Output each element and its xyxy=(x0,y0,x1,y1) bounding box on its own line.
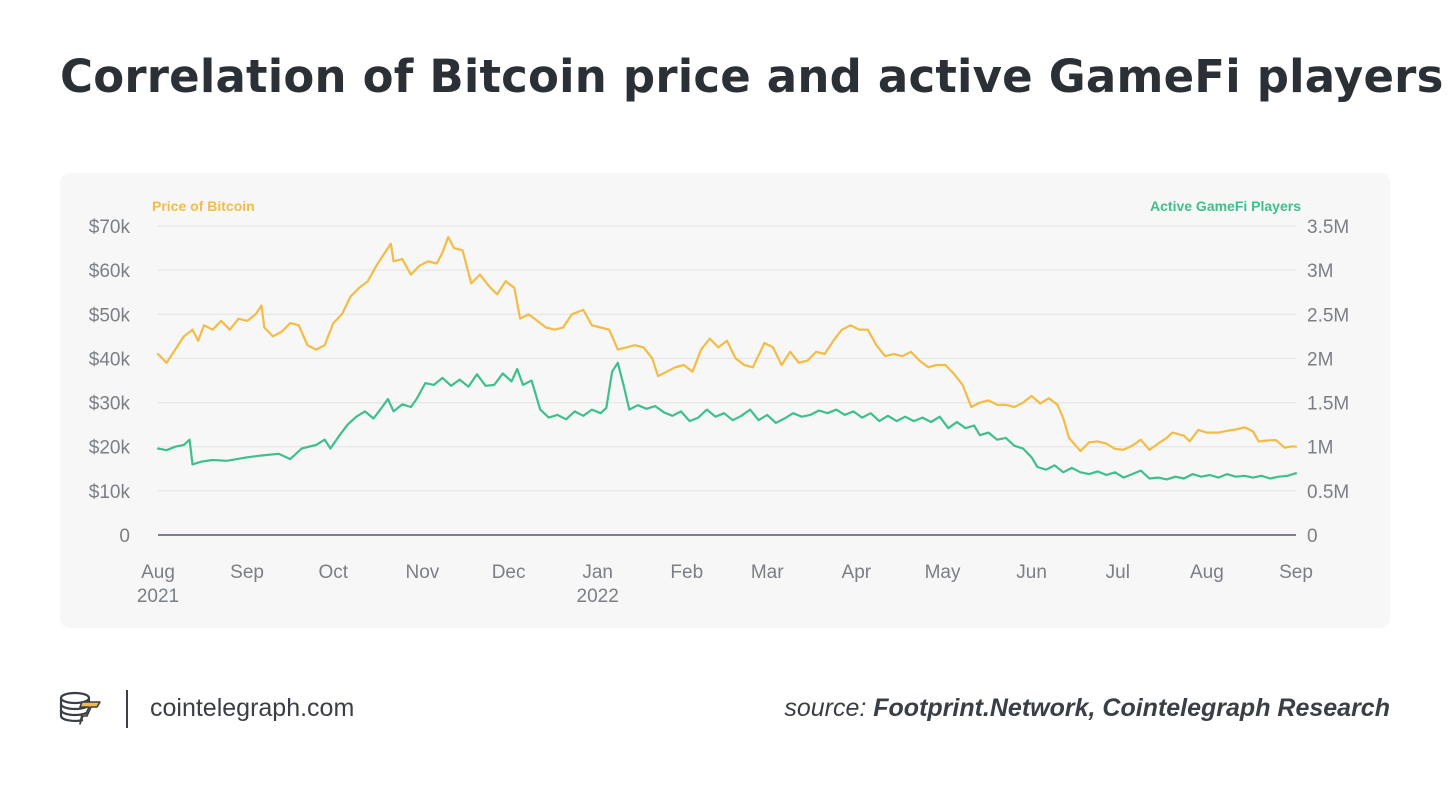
right-tick-label: 3M xyxy=(1307,261,1333,282)
left-tick-label: $20k xyxy=(89,438,131,459)
source-label: source: xyxy=(784,694,867,722)
x-tick-label: Dec xyxy=(492,562,526,583)
right-axis-ticks: 0 0.5M 1M 1.5M 2M 2.5M 3M 3.5M xyxy=(1307,217,1349,547)
x-tick-label: Mar xyxy=(751,562,784,583)
x-tick-label: Aug xyxy=(1190,562,1224,583)
x-tick-year-label: 2021 xyxy=(137,586,179,607)
page-title: Correlation of Bitcoin price and active … xyxy=(60,50,1444,103)
footer-source: source: Footprint.Network, Cointelegraph… xyxy=(784,694,1390,723)
left-tick-label: $30k xyxy=(89,394,131,415)
chart: 0 $10k $20k $30k $40k $50k $60k $70k 0 0.5M 1M 1.5… xyxy=(89,198,1349,607)
left-axis-title: Price of Bitcoin xyxy=(152,198,255,214)
x-tick-label: Jan xyxy=(582,562,613,583)
grid xyxy=(158,225,1296,492)
x-tick-label: Sep xyxy=(1279,562,1313,583)
x-tick-label: May xyxy=(925,562,961,583)
chart-panel: 0 $10k $20k $30k $40k $50k $60k $70k 0 0.5M 1M 1.5… xyxy=(60,173,1390,628)
x-tick-label: Aug xyxy=(141,562,175,583)
right-tick-label: 2.5M xyxy=(1307,305,1349,326)
series-line-active-gamefi-players xyxy=(156,361,1298,481)
left-tick-label: $40k xyxy=(89,349,131,370)
x-tick-label: Sep xyxy=(230,562,264,583)
cointelegraph-logo-icon xyxy=(58,688,104,732)
x-tick-label: Jul xyxy=(1106,562,1130,583)
right-tick-label: 0.5M xyxy=(1307,482,1349,503)
left-tick-label: $50k xyxy=(89,305,131,326)
left-tick-label: $60k xyxy=(89,261,131,282)
right-tick-label: 3.5M xyxy=(1307,217,1349,238)
x-tick-year-label: 2022 xyxy=(577,586,619,607)
right-axis-title: Active GameFi Players xyxy=(1150,198,1301,214)
x-tick-label: Nov xyxy=(405,562,439,583)
left-tick-label: $10k xyxy=(89,482,131,503)
left-axis-ticks: 0 $10k $20k $30k $40k $50k $60k $70k xyxy=(89,217,131,547)
right-tick-label: 0 xyxy=(1307,526,1318,547)
x-tick-label: Oct xyxy=(319,562,349,583)
footer-site-link[interactable]: cointelegraph.com xyxy=(150,694,355,722)
right-tick-label: 1.5M xyxy=(1307,394,1349,415)
right-tick-label: 2M xyxy=(1307,349,1333,370)
x-tick-label: Apr xyxy=(842,562,872,583)
left-tick-label: $70k xyxy=(89,217,131,238)
x-tick-label: Jun xyxy=(1016,562,1047,583)
right-tick-label: 1M xyxy=(1307,438,1333,459)
source-names: Footprint.Network, Cointelegraph Researc… xyxy=(873,694,1390,722)
x-axis-ticks: Aug 2021 Sep Oct Nov Dec Jan 2022 Feb Mar Apr May Ju… xyxy=(137,562,1313,607)
footer-divider xyxy=(126,690,128,728)
left-tick-label: 0 xyxy=(119,526,130,547)
x-tick-label: Feb xyxy=(670,562,703,583)
series-line-bitcoin-price xyxy=(156,235,1298,453)
